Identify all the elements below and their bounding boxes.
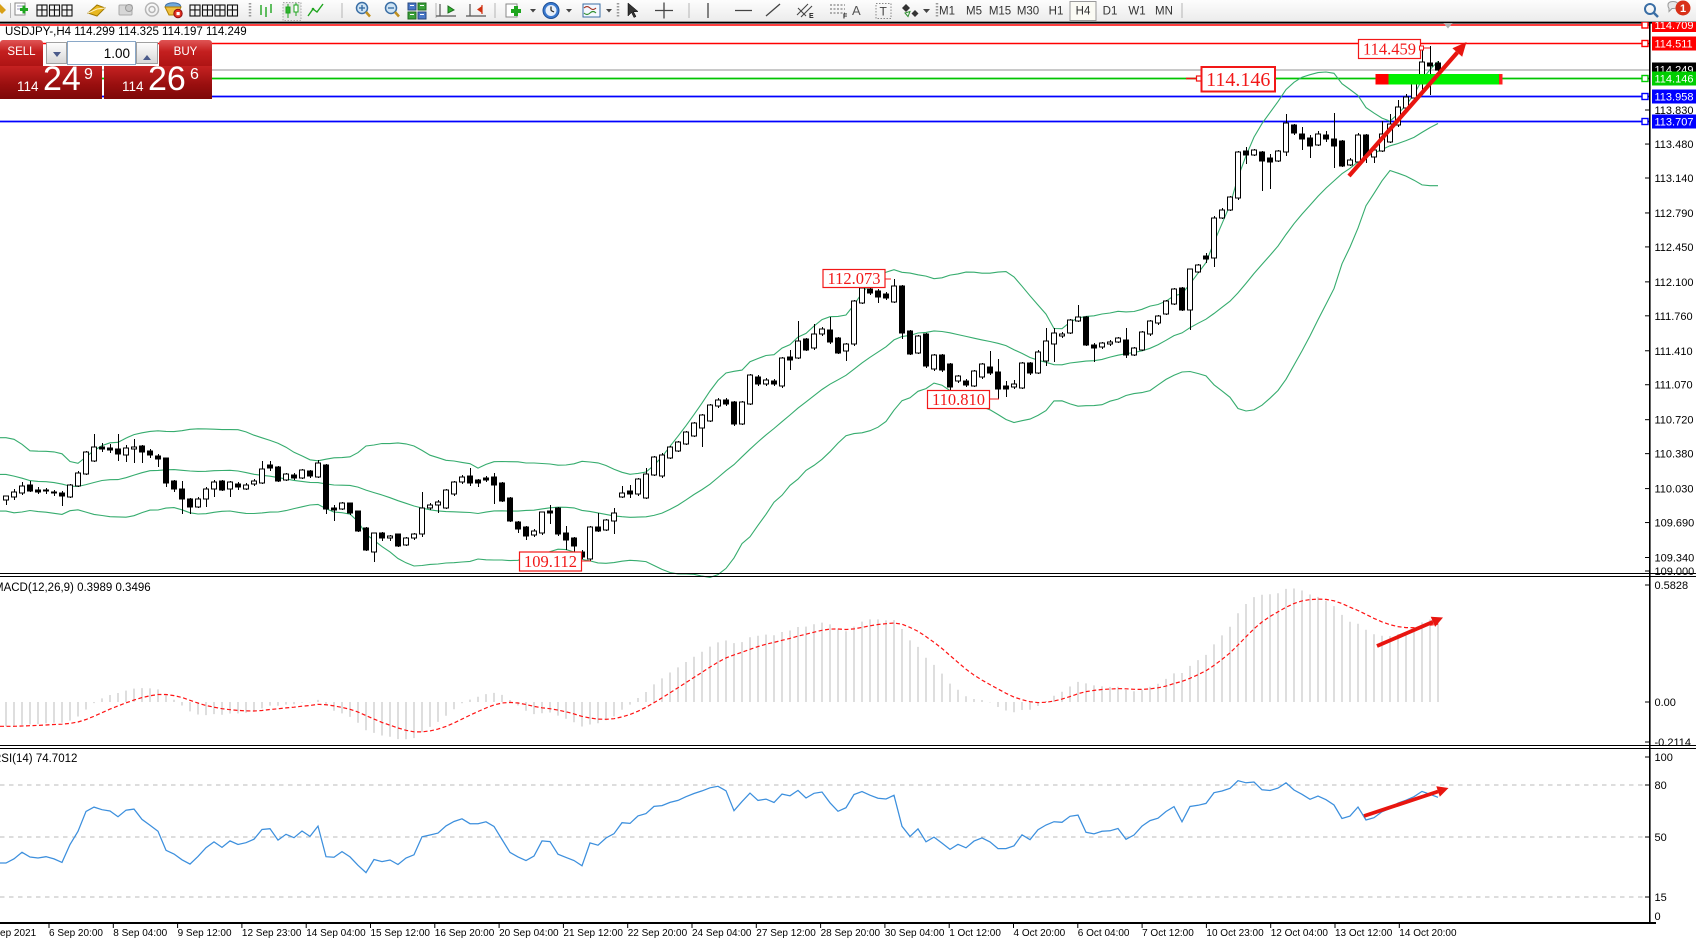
- svg-text:109.000: 109.000: [1655, 566, 1695, 578]
- svg-text:111.410: 111.410: [1655, 346, 1693, 358]
- svg-text:M1: M1: [939, 6, 955, 18]
- svg-text:113.140: 113.140: [1655, 173, 1694, 185]
- svg-text:112.073: 112.073: [827, 269, 880, 288]
- svg-text:109.690: 109.690: [1655, 518, 1695, 530]
- svg-text:112.100: 112.100: [1655, 277, 1694, 289]
- svg-text:H1: H1: [1049, 6, 1064, 18]
- svg-text:21 Sep 12:00: 21 Sep 12:00: [563, 928, 623, 939]
- svg-text:15 Sep 12:00: 15 Sep 12:00: [371, 928, 431, 939]
- svg-text:RSI(14) 74.7012: RSI(14) 74.7012: [0, 753, 77, 765]
- svg-text:5 Sep 2021: 5 Sep 2021: [0, 928, 37, 939]
- svg-text:0.00: 0.00: [1655, 697, 1676, 709]
- svg-text:1: 1: [1680, 3, 1686, 15]
- svg-text:T: T: [880, 5, 888, 19]
- svg-text:0: 0: [1655, 911, 1661, 923]
- svg-text:100: 100: [1655, 752, 1673, 764]
- svg-text:24 Sep 04:00: 24 Sep 04:00: [692, 928, 752, 939]
- svg-text:113.958: 113.958: [1655, 92, 1694, 104]
- svg-text:4 Oct 20:00: 4 Oct 20:00: [1014, 928, 1066, 939]
- svg-text:E: E: [809, 13, 814, 20]
- svg-text:-0.2114: -0.2114: [1655, 737, 1692, 749]
- svg-text:MACD(12,26,9) 0.3989 0.3496: MACD(12,26,9) 0.3989 0.3496: [0, 582, 151, 594]
- svg-text:M5: M5: [966, 6, 982, 18]
- svg-text:80: 80: [1655, 780, 1667, 792]
- svg-text:15: 15: [1655, 892, 1667, 904]
- svg-text:8 Sep 04:00: 8 Sep 04:00: [113, 928, 167, 939]
- svg-text:114.511: 114.511: [1655, 39, 1693, 51]
- svg-text:50: 50: [1655, 832, 1667, 844]
- svg-text:1 Oct 12:00: 1 Oct 12:00: [949, 928, 1001, 939]
- svg-text:114.459: 114.459: [1363, 40, 1416, 59]
- svg-text:6 Sep 20:00: 6 Sep 20:00: [49, 928, 103, 939]
- svg-text:12 Sep 23:00: 12 Sep 23:00: [242, 928, 302, 939]
- svg-text:13 Oct 12:00: 13 Oct 12:00: [1335, 928, 1393, 939]
- svg-text:20 Sep 04:00: 20 Sep 04:00: [499, 928, 559, 939]
- svg-text:USDJPY-,H4 114.299 114.325 11: USDJPY-,H4 114.299 114.325 114.197 114.2…: [5, 26, 247, 38]
- svg-text:110.380: 110.380: [1655, 449, 1694, 461]
- svg-text:M30: M30: [1017, 6, 1039, 18]
- svg-text:110.030: 110.030: [1655, 484, 1694, 496]
- svg-text:7 Oct 12:00: 7 Oct 12:00: [1142, 928, 1194, 939]
- svg-text:113.707: 113.707: [1655, 117, 1694, 129]
- svg-text:MN: MN: [1155, 6, 1173, 18]
- svg-text:110.810: 110.810: [932, 390, 985, 409]
- svg-text:113.480: 113.480: [1655, 139, 1694, 151]
- svg-text:109.340: 109.340: [1655, 553, 1695, 565]
- svg-text:22 Sep 20:00: 22 Sep 20:00: [628, 928, 688, 939]
- svg-text:10 Oct 23:00: 10 Oct 23:00: [1206, 928, 1264, 939]
- svg-text:F: F: [843, 14, 848, 21]
- svg-text:14 Oct 20:00: 14 Oct 20:00: [1399, 928, 1457, 939]
- svg-text:9 Sep 12:00: 9 Sep 12:00: [178, 928, 232, 939]
- svg-text:H4: H4: [1076, 6, 1091, 18]
- svg-text:14 Sep 04:00: 14 Sep 04:00: [306, 928, 366, 939]
- svg-text:111.760: 111.760: [1655, 311, 1693, 323]
- svg-text:30 Sep 04:00: 30 Sep 04:00: [885, 928, 945, 939]
- svg-text:112.790: 112.790: [1655, 208, 1694, 220]
- svg-text:0.5828: 0.5828: [1655, 580, 1689, 592]
- svg-text:114.709: 114.709: [1655, 20, 1694, 32]
- svg-text:M15: M15: [989, 6, 1011, 18]
- svg-text:W1: W1: [1128, 6, 1145, 18]
- svg-text:27 Sep 12:00: 27 Sep 12:00: [756, 928, 816, 939]
- svg-text:111.070: 111.070: [1655, 380, 1693, 392]
- svg-text:A: A: [852, 3, 861, 18]
- svg-text:28 Sep 20:00: 28 Sep 20:00: [821, 928, 881, 939]
- svg-text:12 Oct 04:00: 12 Oct 04:00: [1271, 928, 1329, 939]
- svg-text:109.112: 109.112: [524, 552, 577, 571]
- svg-text:6 Oct 04:00: 6 Oct 04:00: [1078, 928, 1130, 939]
- svg-text:114.146: 114.146: [1655, 74, 1694, 86]
- svg-text:113.830: 113.830: [1655, 105, 1694, 117]
- svg-text:114.146: 114.146: [1206, 69, 1270, 91]
- svg-text:110.720: 110.720: [1655, 415, 1694, 427]
- svg-text:16 Sep 20:00: 16 Sep 20:00: [435, 928, 495, 939]
- svg-text:112.450: 112.450: [1655, 242, 1694, 254]
- svg-text:D1: D1: [1103, 6, 1118, 18]
